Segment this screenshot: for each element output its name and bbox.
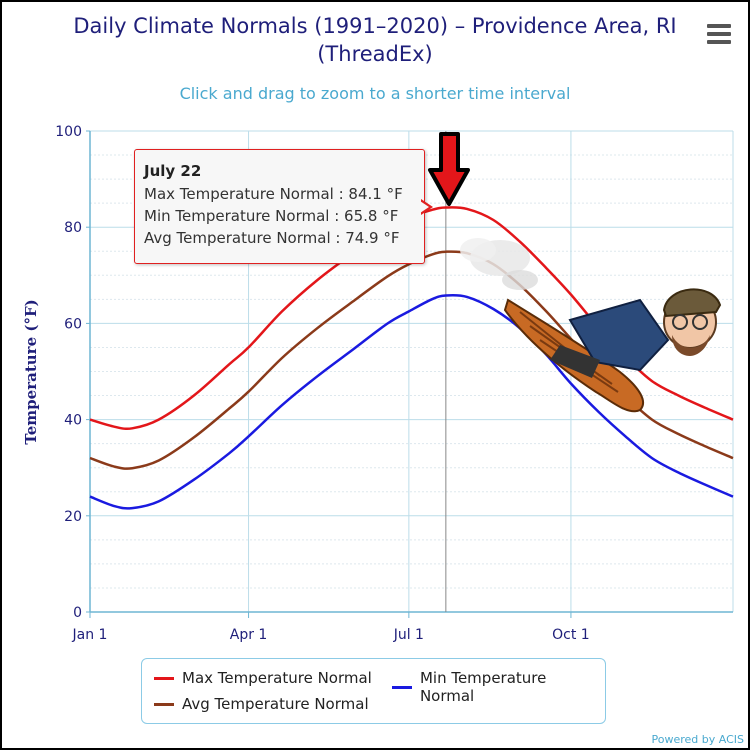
legend-item-max[interactable]: Max Temperature Normal bbox=[154, 669, 372, 687]
chart-subtitle: Click and drag to zoom to a shorter time… bbox=[179, 84, 571, 103]
tooltip-date: July 22 bbox=[144, 162, 202, 180]
legend-label-max: Max Temperature Normal bbox=[182, 669, 372, 687]
y-tick-label: 60 bbox=[64, 316, 82, 332]
credits-link[interactable]: Powered by ACIS bbox=[651, 733, 745, 746]
axis-ticks: 0 20 40 60 80 100 Jan 1 Apr 1 Jul 1 Oct 1 bbox=[55, 124, 589, 643]
chart-legend: Max Temperature Normal Min Temperature N… bbox=[141, 658, 606, 724]
y-tick-label: 80 bbox=[64, 220, 82, 236]
legend-item-avg[interactable]: Avg Temperature Normal bbox=[154, 695, 369, 713]
data-tooltip: July 22 Max Temperature Normal : 84.1 °F… bbox=[134, 149, 425, 264]
legend-swatch-min bbox=[392, 685, 412, 689]
legend-label-avg: Avg Temperature Normal bbox=[182, 695, 369, 713]
cartoon-sled-rider-image bbox=[460, 238, 722, 413]
x-tick-label: Oct 1 bbox=[552, 627, 590, 643]
legend-item-min[interactable]: Min Temperature Normal bbox=[392, 669, 605, 705]
y-axis-label: Temperature (°F) bbox=[22, 299, 40, 444]
hamburger-menu-icon[interactable] bbox=[707, 24, 731, 44]
series-line-min[interactable] bbox=[89, 293, 734, 510]
tooltip-max-value: Max Temperature Normal : 84.1 °F bbox=[144, 185, 403, 203]
red-down-arrow-icon bbox=[428, 132, 470, 206]
tooltip-min-value: Min Temperature Normal : 65.8 °F bbox=[144, 207, 399, 225]
y-tick-label: 40 bbox=[64, 413, 82, 429]
legend-swatch-avg bbox=[154, 702, 174, 706]
x-tick-label: Apr 1 bbox=[230, 627, 268, 643]
x-tick-label: Jul 1 bbox=[393, 627, 424, 643]
chart-title: Daily Climate Normals (1991–2020) – Prov… bbox=[73, 14, 677, 66]
y-tick-label: 100 bbox=[55, 124, 82, 140]
y-tick-label: 0 bbox=[73, 605, 82, 621]
tooltip-pointer-fill bbox=[420, 201, 429, 213]
x-tick-label: Jan 1 bbox=[72, 627, 108, 643]
legend-swatch-max bbox=[154, 676, 174, 680]
legend-label-min: Min Temperature Normal bbox=[419, 669, 547, 705]
y-tick-label: 20 bbox=[64, 509, 82, 525]
chart-axes bbox=[89, 131, 733, 613]
tooltip-avg-value: Avg Temperature Normal : 74.9 °F bbox=[144, 229, 400, 247]
